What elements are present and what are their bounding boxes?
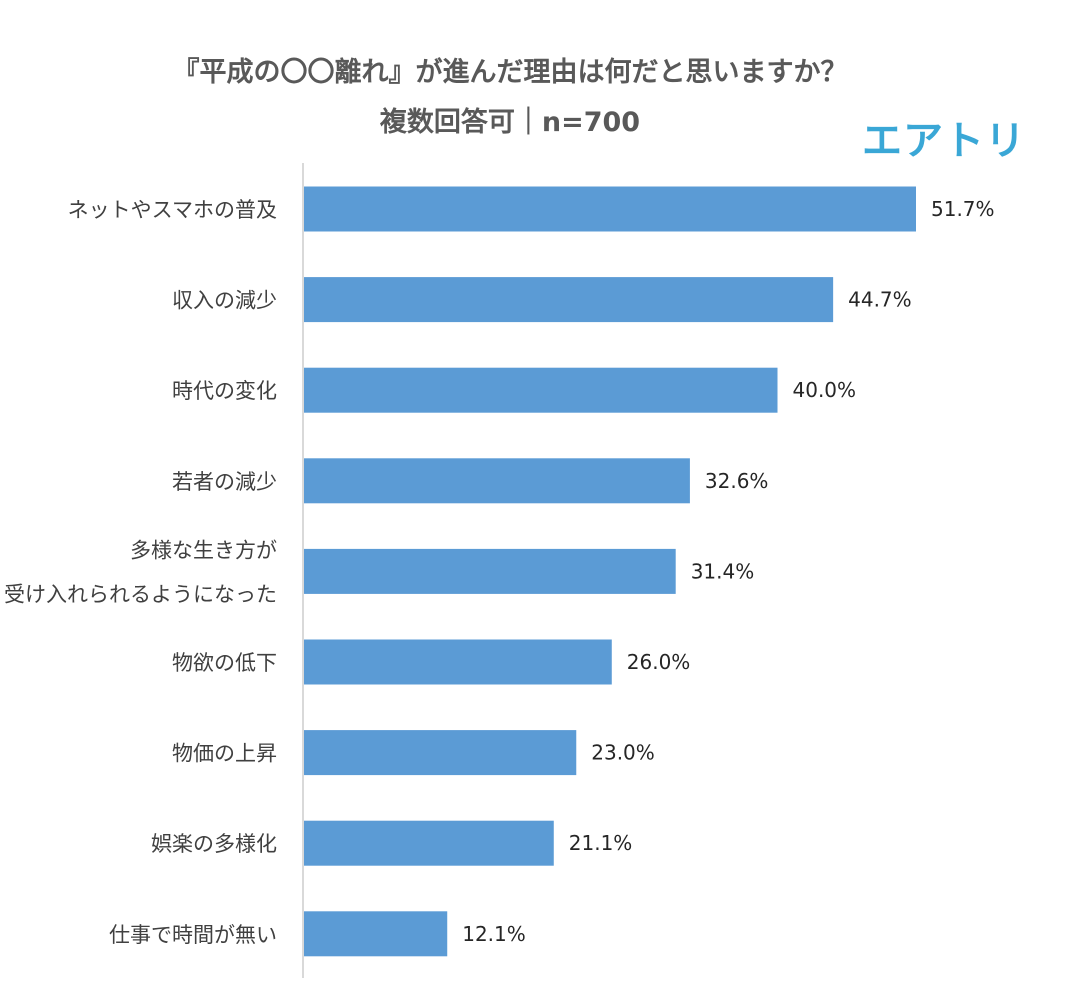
data-label: 51.7% [931,197,995,221]
bar [304,730,577,776]
category-label: 物欲の低下 [172,651,277,675]
bar [304,639,612,685]
data-label: 31.4% [691,559,755,583]
data-label: 40.0% [793,378,857,402]
data-label: 21.1% [569,831,633,855]
category-label: 時代の変化 [172,379,277,403]
bar [304,458,690,504]
data-label: 23.0% [591,741,655,765]
bar [304,820,554,866]
bar [304,277,834,323]
category-label: ネットやスマホの普及 [68,198,277,222]
data-label: 32.6% [705,469,769,493]
bar [304,367,778,413]
category-label: 娯楽の多様化 [151,832,277,856]
category-label: 仕事で時間が無い [109,923,277,947]
chart-title: 『平成の〇〇離れ』が進んだ理由は何だと思いますか？ [172,57,848,88]
data-label: 12.1% [462,922,526,946]
data-label: 26.0% [627,650,691,674]
category-label: 受け入れられるようになった [4,582,277,606]
bar [304,548,676,594]
chart-subtitle: 複数回答可｜n=700 [379,107,641,138]
category-label: 多様な生き方が [130,538,277,562]
category-label: 物価の上昇 [172,742,277,766]
bar [304,911,448,957]
data-label: 44.7% [848,288,912,312]
brand-logo: エアトリ [862,118,1026,164]
category-label: 若者の減少 [172,470,277,494]
category-label: 収入の減少 [172,289,277,313]
bar [304,186,916,232]
